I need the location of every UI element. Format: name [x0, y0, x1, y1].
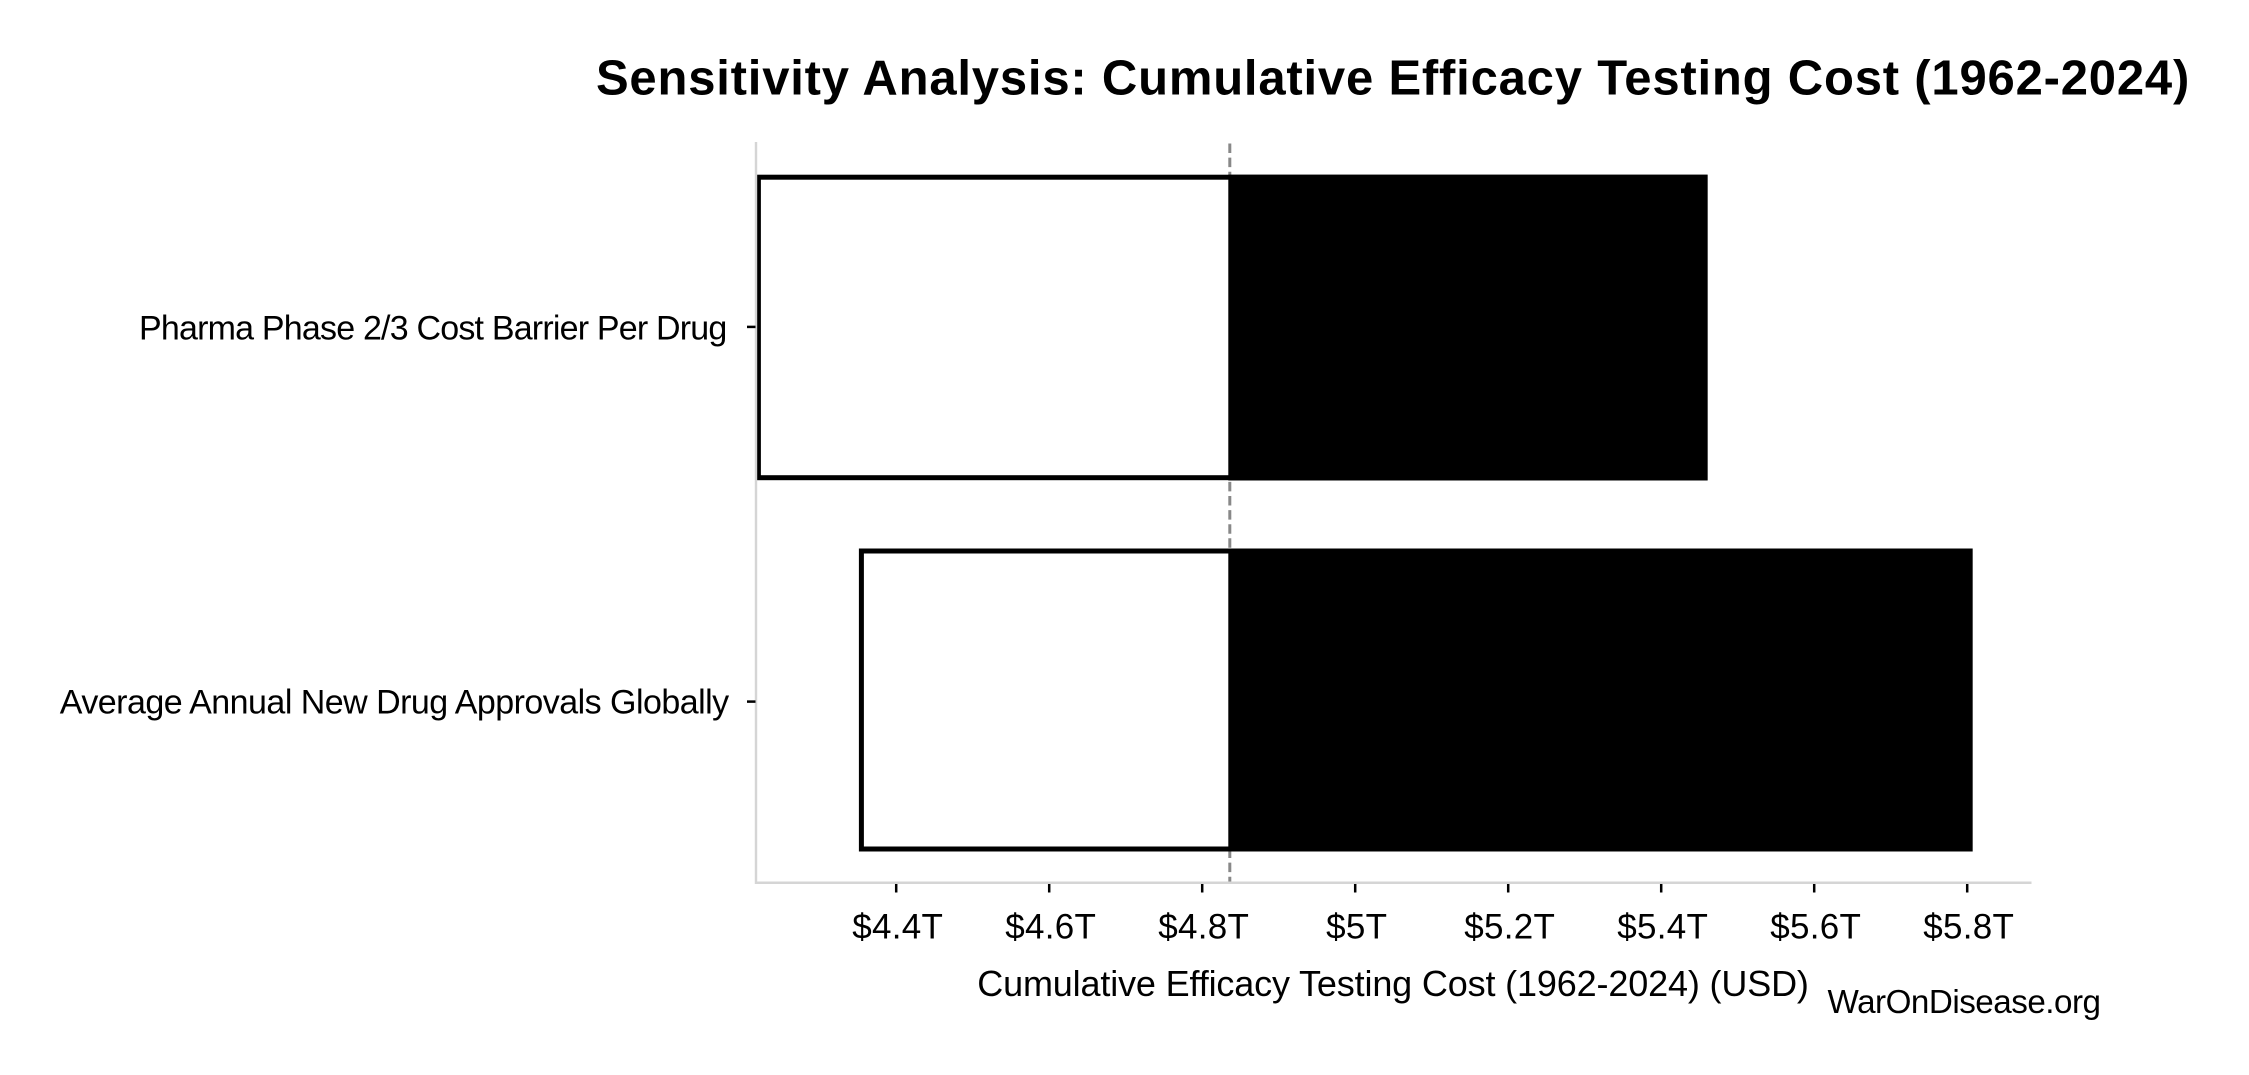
svg-text:Pharma Phase 2/3 Cost Barrier: Pharma Phase 2/3 Cost Barrier Per Drug [139, 310, 727, 348]
svg-text:$4.6T: $4.6T [1005, 908, 1096, 947]
svg-text:Average Annual New Drug Approv: Average Annual New Drug Approvals Global… [60, 683, 729, 721]
svg-text:$5.8T: $5.8T [1923, 908, 2014, 947]
svg-text:$5T: $5T [1326, 908, 1387, 947]
svg-text:Cumulative Efficacy Testing Co: Cumulative Efficacy Testing Cost (1962-2… [977, 963, 1809, 1004]
svg-text:$5.4T: $5.4T [1617, 908, 1708, 947]
svg-text:$4.8T: $4.8T [1158, 908, 1249, 947]
svg-text:$4.4T: $4.4T [852, 908, 943, 947]
svg-text:Sensitivity Analysis: Cumulati: Sensitivity Analysis: Cumulative Efficac… [596, 51, 2190, 105]
svg-text:$5.6T: $5.6T [1770, 908, 1861, 947]
svg-text:$5.2T: $5.2T [1464, 908, 1555, 947]
svg-text:WarOnDisease.org: WarOnDisease.org [1828, 984, 2101, 1021]
